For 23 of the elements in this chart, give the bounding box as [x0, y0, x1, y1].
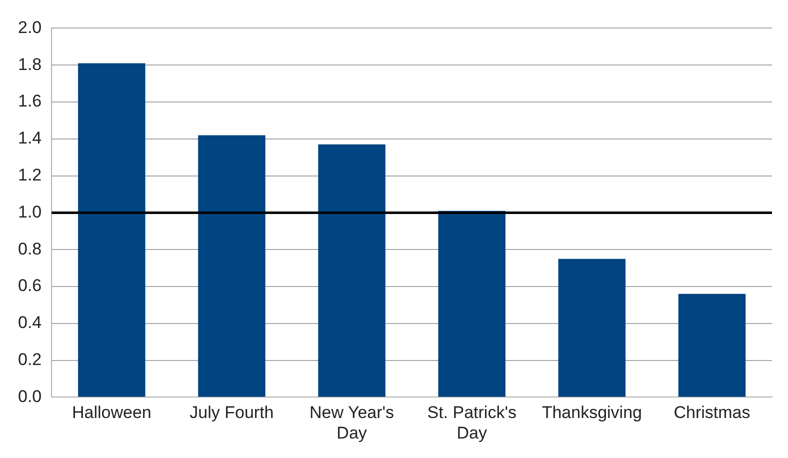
x-tick-label: St. Patrick's Day	[427, 403, 516, 442]
y-tick-label: 0.4	[18, 313, 42, 332]
bar	[318, 144, 386, 397]
bar	[438, 210, 506, 397]
y-tick-label: 0.8	[18, 239, 42, 258]
x-tick-label: Christmas	[674, 403, 750, 422]
y-tick-label: 2.0	[18, 18, 42, 37]
bar	[78, 63, 146, 397]
bar	[198, 135, 266, 397]
y-tick-label: 1.4	[18, 128, 42, 148]
y-tick-label: 1.8	[18, 54, 42, 74]
bar	[558, 258, 626, 397]
y-tick-label: 1.6	[18, 92, 42, 111]
x-tick-label: Halloween	[72, 403, 152, 422]
y-tick-label: 1.0	[18, 202, 42, 222]
y-tick-label: 0.6	[18, 276, 42, 296]
y-tick-label: 1.2	[18, 165, 42, 184]
y-tick-label: 0.0	[18, 386, 42, 406]
y-tick-label: 0.2	[18, 350, 42, 369]
x-tick-label: New Year's Day	[310, 403, 394, 442]
bar	[678, 294, 746, 397]
x-tick-label: July Fourth	[190, 403, 274, 422]
x-tick-label: Thanksgiving	[542, 403, 642, 422]
